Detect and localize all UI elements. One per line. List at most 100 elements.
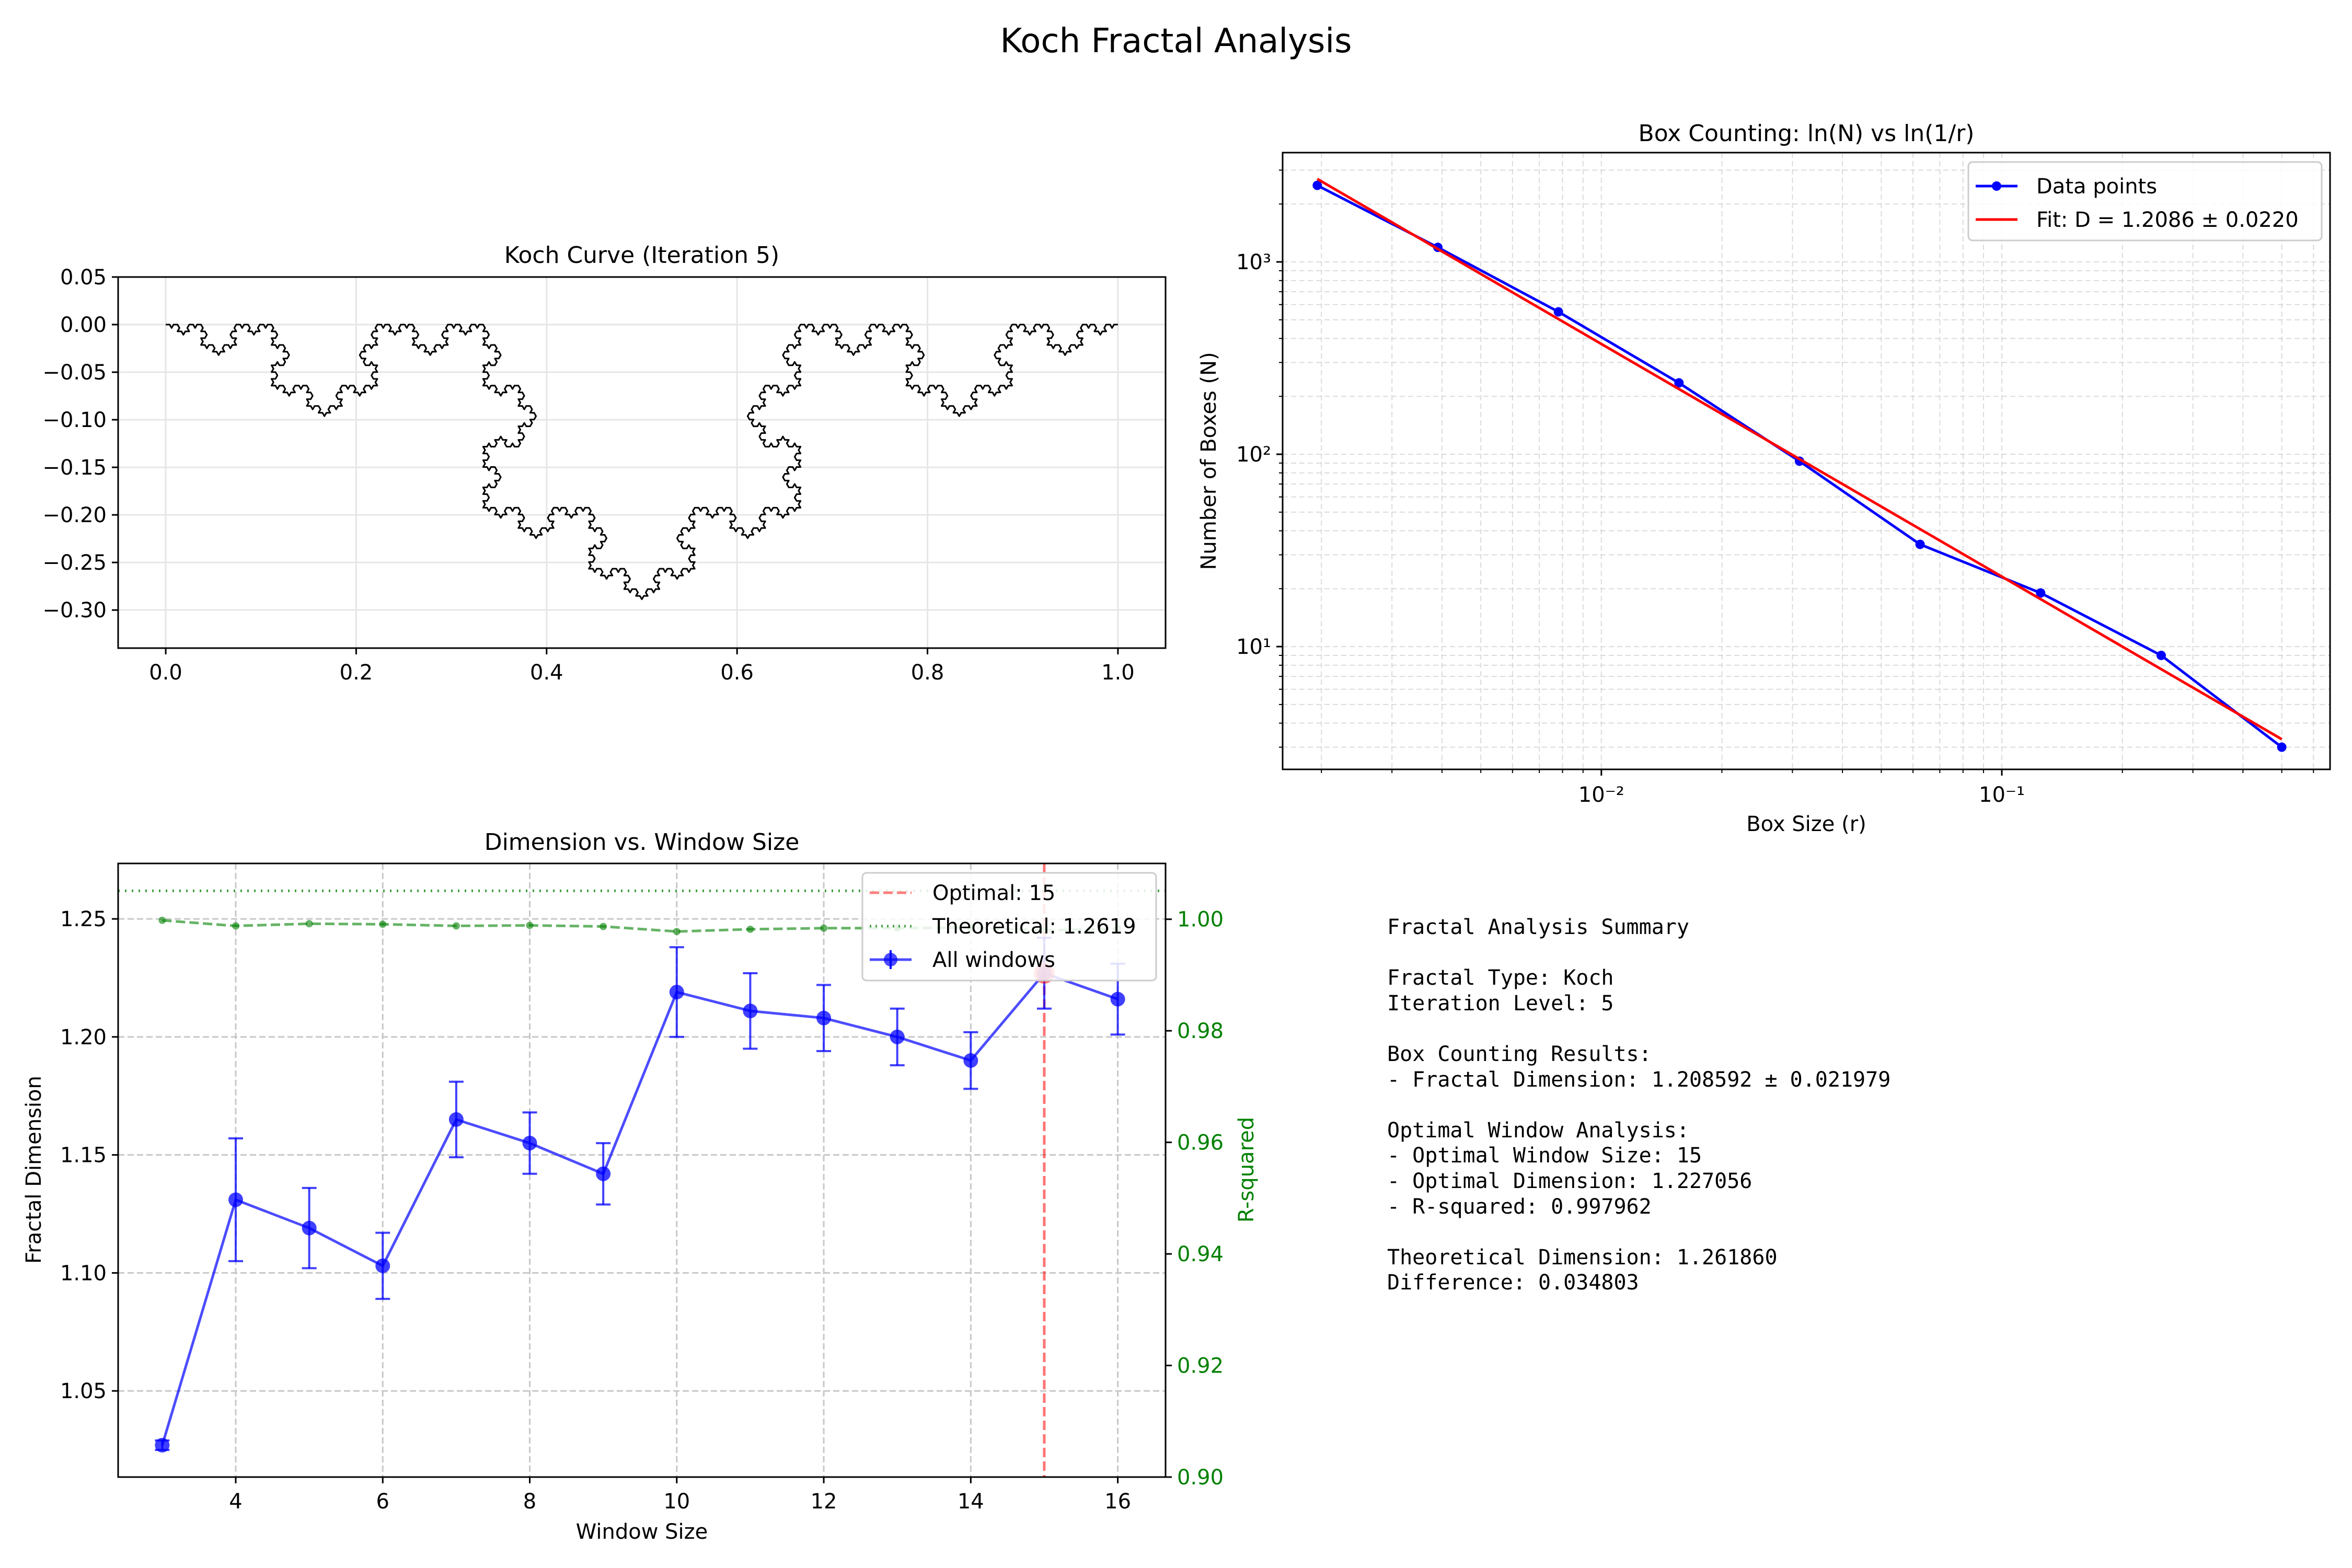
data-point-marker bbox=[1674, 378, 1684, 388]
tick-label-y-right: 0.96 bbox=[1177, 1131, 1224, 1155]
tick-label-y: 10³ bbox=[1236, 250, 1271, 274]
tick-label-y: 1.20 bbox=[60, 1025, 107, 1050]
data-point-marker bbox=[1553, 307, 1563, 317]
tick-label-x: 12 bbox=[811, 1490, 837, 1514]
r-squared-marker bbox=[232, 922, 240, 930]
koch-axes-frame bbox=[117, 276, 1167, 649]
r-squared-marker bbox=[673, 928, 681, 936]
tick-label-y: −0.10 bbox=[42, 408, 107, 432]
r-squared-marker bbox=[746, 925, 754, 933]
box-counting-ylabel: Number of Boxes (N) bbox=[1197, 352, 1221, 570]
data-point-marker bbox=[2277, 742, 2287, 752]
summary-line: Theoretical Dimension: 1.261860 bbox=[1387, 1245, 1778, 1270]
dimension-marker bbox=[816, 1010, 832, 1025]
window-size-panel: 4 6 8 10 12 14 16 1.05 1.10 1.15 1.20 1.25 0.90 0.92 0… bbox=[22, 829, 1259, 1544]
summary-line bbox=[1387, 1219, 1890, 1245]
dimension-marker bbox=[302, 1220, 317, 1236]
dimension-marker bbox=[596, 1166, 611, 1181]
tick-label-y: −0.20 bbox=[42, 503, 107, 527]
box-counting-xlabel: Box Size (r) bbox=[1746, 812, 1866, 836]
tick-label-x: 8 bbox=[523, 1490, 536, 1514]
tick-label-x: 10 bbox=[663, 1490, 690, 1514]
summary-line: - Optimal Window Size: 15 bbox=[1387, 1144, 1702, 1168]
r-squared-marker bbox=[526, 921, 534, 929]
box-counting-data bbox=[1312, 178, 2287, 752]
window-size-legend: Optimal: 15 Theoretical: 1.2619 All wind… bbox=[861, 872, 1157, 982]
legend-label-fit: Fit: D = 1.2086 ± 0.0220 bbox=[2036, 208, 2299, 232]
box-counting-grid bbox=[1283, 153, 2330, 769]
box-counting-axes-frame bbox=[1282, 152, 2331, 770]
tick-label-y-right: 0.98 bbox=[1177, 1019, 1224, 1043]
r-squared-marker bbox=[158, 916, 166, 924]
legend-marker-data-points bbox=[1992, 181, 2001, 191]
tick-label-x: 0.8 bbox=[911, 661, 944, 685]
data-point-marker bbox=[2036, 588, 2046, 598]
dimension-marker bbox=[375, 1258, 390, 1273]
tick-label-y: 1.05 bbox=[60, 1379, 107, 1403]
data-points-line bbox=[1317, 184, 2283, 748]
tick-label-y: 1.25 bbox=[60, 907, 107, 931]
box-counting-legend: Data points Fit: D = 1.2086 ± 0.0220 bbox=[1967, 161, 2323, 241]
data-point-marker bbox=[1915, 539, 1925, 549]
tick-label-x: 0.4 bbox=[530, 661, 563, 685]
summary-line bbox=[1387, 940, 1890, 966]
window-size-axes-frame bbox=[117, 862, 1167, 1478]
tick-label-x: 1.0 bbox=[1101, 661, 1135, 685]
koch-curve-panel: 0.0 0.2 0.4 0.6 0.8 1.0 0.05 0.00 −0.05 −0.10 −0.1… bbox=[42, 242, 1167, 685]
koch-title: Koch Curve (Iteration 5) bbox=[504, 242, 779, 269]
tick-label-y: 1.15 bbox=[60, 1144, 107, 1168]
tick-label-y: 0.00 bbox=[60, 313, 107, 337]
window-size-title: Dimension vs. Window Size bbox=[485, 829, 800, 856]
dimension-marker bbox=[448, 1112, 464, 1127]
dimension-marker bbox=[1110, 991, 1125, 1007]
legend-label-theoretical: Theoretical: 1.2619 bbox=[932, 915, 1136, 939]
box-counting-panel: 10⁻² 10⁻¹ 10¹ 10² 10³ Box Counting: ln(N) vs… bbox=[1197, 120, 2331, 836]
box-counting-title: Box Counting: ln(N) vs ln(1/r) bbox=[1639, 120, 1975, 147]
dimension-marker bbox=[743, 1004, 758, 1019]
legend-frame bbox=[1967, 161, 2323, 241]
tick-label-x: 0.2 bbox=[340, 661, 373, 685]
box-counting-ticks: 10⁻² 10⁻¹ 10¹ 10² 10³ bbox=[1236, 169, 2314, 807]
tick-label-x: 10⁻¹ bbox=[1979, 783, 2025, 807]
dimension-marker bbox=[228, 1192, 244, 1207]
window-size-grid bbox=[118, 863, 1166, 1477]
dimension-marker bbox=[890, 1029, 905, 1044]
summary-line: Optimal Window Analysis: bbox=[1387, 1118, 1689, 1143]
koch-grid bbox=[118, 276, 1166, 648]
tick-label-x: 14 bbox=[958, 1490, 984, 1514]
tick-label-y: −0.30 bbox=[42, 598, 107, 622]
tick-label-x: 0.0 bbox=[149, 661, 182, 685]
r-squared-marker bbox=[820, 924, 828, 932]
tick-label-y-right: 1.00 bbox=[1177, 908, 1224, 932]
tick-label-x: 0.6 bbox=[720, 661, 754, 685]
summary-line: Iteration Level: 5 bbox=[1387, 991, 1614, 1016]
window-size-ylabel: Fractal Dimension bbox=[22, 1076, 46, 1264]
legend-label-data-points: Data points bbox=[2036, 175, 2157, 199]
tick-label-x: 4 bbox=[229, 1490, 242, 1514]
tick-label-y: 10¹ bbox=[1236, 635, 1271, 659]
koch-curve-data bbox=[166, 324, 1118, 601]
tick-label-y-right: 0.90 bbox=[1177, 1466, 1224, 1490]
tick-label-y: 1.10 bbox=[60, 1261, 107, 1285]
tick-label-y-right: 0.92 bbox=[1177, 1354, 1224, 1378]
tick-label-y: 10² bbox=[1236, 443, 1271, 467]
dimension-marker bbox=[669, 985, 684, 1000]
koch-curve-line bbox=[166, 324, 1118, 601]
summary-line: Box Counting Results: bbox=[1387, 1042, 1652, 1066]
fit-line bbox=[1317, 178, 2282, 741]
window-size-ticks: 4 6 8 10 12 14 16 1.05 1.10 1.15 1.20 1.25 0.90 0.92 0… bbox=[60, 907, 1224, 1514]
summary-line bbox=[1387, 1092, 1890, 1118]
tick-label-x: 10⁻² bbox=[1578, 783, 1624, 807]
tick-label-y: 0.05 bbox=[60, 266, 107, 290]
dimension-marker bbox=[522, 1136, 537, 1151]
tick-label-y-right: 0.94 bbox=[1177, 1242, 1224, 1266]
legend-label-all-windows: All windows bbox=[932, 948, 1055, 972]
data-point-marker bbox=[1312, 180, 1322, 190]
tick-label-x: 16 bbox=[1104, 1490, 1131, 1514]
legend-marker-all-windows bbox=[884, 953, 897, 966]
figure-title: Koch Fractal Analysis bbox=[1000, 22, 1352, 61]
data-point-marker bbox=[2156, 650, 2166, 660]
window-size-ylabel-right: R-squared bbox=[1235, 1117, 1259, 1223]
summary-line: Difference: 0.034803 bbox=[1387, 1271, 1639, 1295]
